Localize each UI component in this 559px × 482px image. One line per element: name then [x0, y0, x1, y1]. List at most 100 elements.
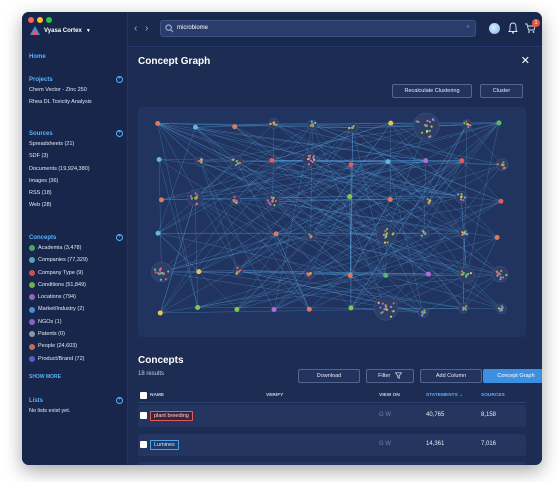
graph-node[interactable]	[496, 303, 507, 315]
graph-node[interactable]	[422, 196, 434, 207]
graph-node[interactable]	[461, 119, 473, 130]
graph-node[interactable]	[269, 157, 275, 163]
concept-item[interactable]: Company Type (9)	[29, 267, 123, 279]
graph-node[interactable]	[155, 230, 161, 236]
app-switcher[interactable]: Vyasa Cortex ▼	[30, 26, 91, 35]
avatar[interactable]	[489, 23, 500, 34]
graph-node[interactable]	[195, 304, 201, 310]
graph-node[interactable]	[495, 158, 509, 172]
graph-node[interactable]	[196, 269, 202, 275]
graph-node[interactable]	[234, 306, 240, 312]
concept-graph[interactable]	[138, 107, 526, 337]
graph-node[interactable]	[305, 230, 316, 242]
select-all-checkbox[interactable]	[140, 392, 147, 399]
graph-node[interactable]	[458, 228, 469, 239]
graph-node[interactable]	[233, 265, 244, 276]
graph-node[interactable]	[425, 271, 431, 277]
graph-node[interactable]	[192, 124, 198, 130]
graph-node[interactable]	[458, 267, 476, 284]
graph-node[interactable]	[454, 190, 468, 204]
graph-node[interactable]	[151, 261, 172, 283]
source-item[interactable]: Documents (19,924,380)	[29, 165, 90, 172]
add-project-icon[interactable]: +	[116, 76, 123, 83]
graph-node[interactable]	[413, 112, 440, 140]
forward-arrow-icon[interactable]: ›	[145, 23, 149, 34]
add-source-icon[interactable]: +	[116, 130, 123, 137]
concept-name-tag[interactable]: Lumines	[150, 440, 179, 450]
graph-node[interactable]	[303, 268, 315, 279]
concept-item[interactable]: Academia (3,478)	[29, 242, 123, 254]
graph-node[interactable]	[158, 197, 164, 203]
close-window-button[interactable]	[28, 17, 34, 23]
graph-node[interactable]	[348, 162, 354, 168]
concept-item[interactable]: Patents (0)	[29, 328, 123, 340]
table-row[interactable]: BorealG W6,1514,014	[138, 462, 526, 465]
concept-item[interactable]: Market/Industry (2)	[29, 303, 123, 315]
graph-node[interactable]	[423, 158, 429, 164]
nav-home[interactable]: Home	[29, 54, 46, 60]
row-checkbox[interactable]	[140, 441, 147, 448]
graph-node[interactable]	[418, 227, 430, 239]
graph-node[interactable]	[230, 155, 243, 168]
graph-node[interactable]	[388, 120, 394, 126]
concept-graph-button[interactable]: Concept Graph	[483, 369, 542, 383]
graph-node[interactable]	[302, 152, 317, 167]
search-input[interactable]: microbiome ×	[160, 20, 476, 37]
graph-node[interactable]	[383, 272, 389, 278]
graph-node[interactable]	[385, 159, 391, 165]
project-item[interactable]: Rhea DL Toxicity Analysis	[29, 99, 92, 106]
graph-node[interactable]	[157, 310, 163, 316]
maximize-window-button[interactable]	[46, 17, 52, 23]
graph-node[interactable]	[155, 120, 161, 126]
show-more-link[interactable]: SHOW MORE	[29, 374, 61, 380]
project-item[interactable]: Chem Vector - Zinc 250	[29, 87, 87, 93]
header-name[interactable]: NAME	[150, 393, 165, 398]
graph-node[interactable]	[373, 295, 399, 321]
concept-item[interactable]: NGOs (1)	[29, 316, 123, 328]
close-icon[interactable]: ✕	[520, 55, 530, 67]
graph-node[interactable]	[417, 307, 429, 319]
graph-node[interactable]	[232, 124, 238, 130]
graph-node[interactable]	[347, 272, 353, 278]
graph-node[interactable]	[195, 156, 206, 168]
concept-item[interactable]: Companies (77,329)	[29, 254, 123, 266]
bell-icon[interactable]	[508, 22, 518, 34]
row-checkbox[interactable]	[140, 412, 147, 419]
concept-item[interactable]: Conditions (51,849)	[29, 279, 123, 291]
minimize-window-button[interactable]	[37, 17, 43, 23]
add-list-icon[interactable]: +	[116, 397, 123, 404]
header-sources[interactable]: SOURCES	[481, 393, 505, 398]
graph-node[interactable]	[458, 302, 469, 314]
graph-node[interactable]	[348, 305, 354, 311]
source-item[interactable]: Images (36)	[29, 177, 59, 184]
graph-node[interactable]	[306, 306, 312, 312]
concept-name-tag[interactable]: plant breeding	[150, 411, 193, 421]
add-concept-icon[interactable]: +	[116, 234, 123, 241]
graph-node[interactable]	[307, 119, 318, 131]
filter-button[interactable]: Filter	[366, 369, 414, 383]
download-button[interactable]: Download	[298, 369, 360, 383]
add-column-button[interactable]: Add Column	[420, 369, 482, 383]
concept-item[interactable]: Product/Brand (72)	[29, 353, 123, 365]
view-on-links[interactable]: G W	[379, 412, 391, 418]
recalculate-clustering-button[interactable]: Recalculate Clustering	[392, 84, 472, 98]
source-item[interactable]: SDF (3)	[29, 153, 49, 160]
graph-node[interactable]	[496, 120, 502, 126]
graph-node[interactable]	[271, 307, 277, 313]
view-on-links[interactable]: G W	[379, 441, 391, 447]
source-item[interactable]: RSS (18)	[29, 190, 52, 197]
graph-node[interactable]	[230, 194, 241, 206]
concept-graph-canvas[interactable]	[138, 107, 526, 337]
concept-item[interactable]: Locations (794)	[29, 291, 123, 303]
graph-node[interactable]	[156, 156, 162, 162]
graph-node[interactable]	[459, 158, 465, 164]
graph-node[interactable]	[265, 194, 280, 209]
graph-node[interactable]	[387, 197, 393, 203]
graph-node[interactable]	[186, 189, 204, 207]
graph-node[interactable]	[494, 235, 500, 241]
table-row[interactable]: plant breeding G W 40,765 8,158	[138, 405, 526, 427]
graph-node[interactable]	[347, 122, 358, 134]
graph-node[interactable]	[376, 224, 397, 246]
header-statements[interactable]: STATEMENTS ⌄	[426, 393, 463, 398]
back-arrow-icon[interactable]: ‹	[134, 23, 138, 34]
